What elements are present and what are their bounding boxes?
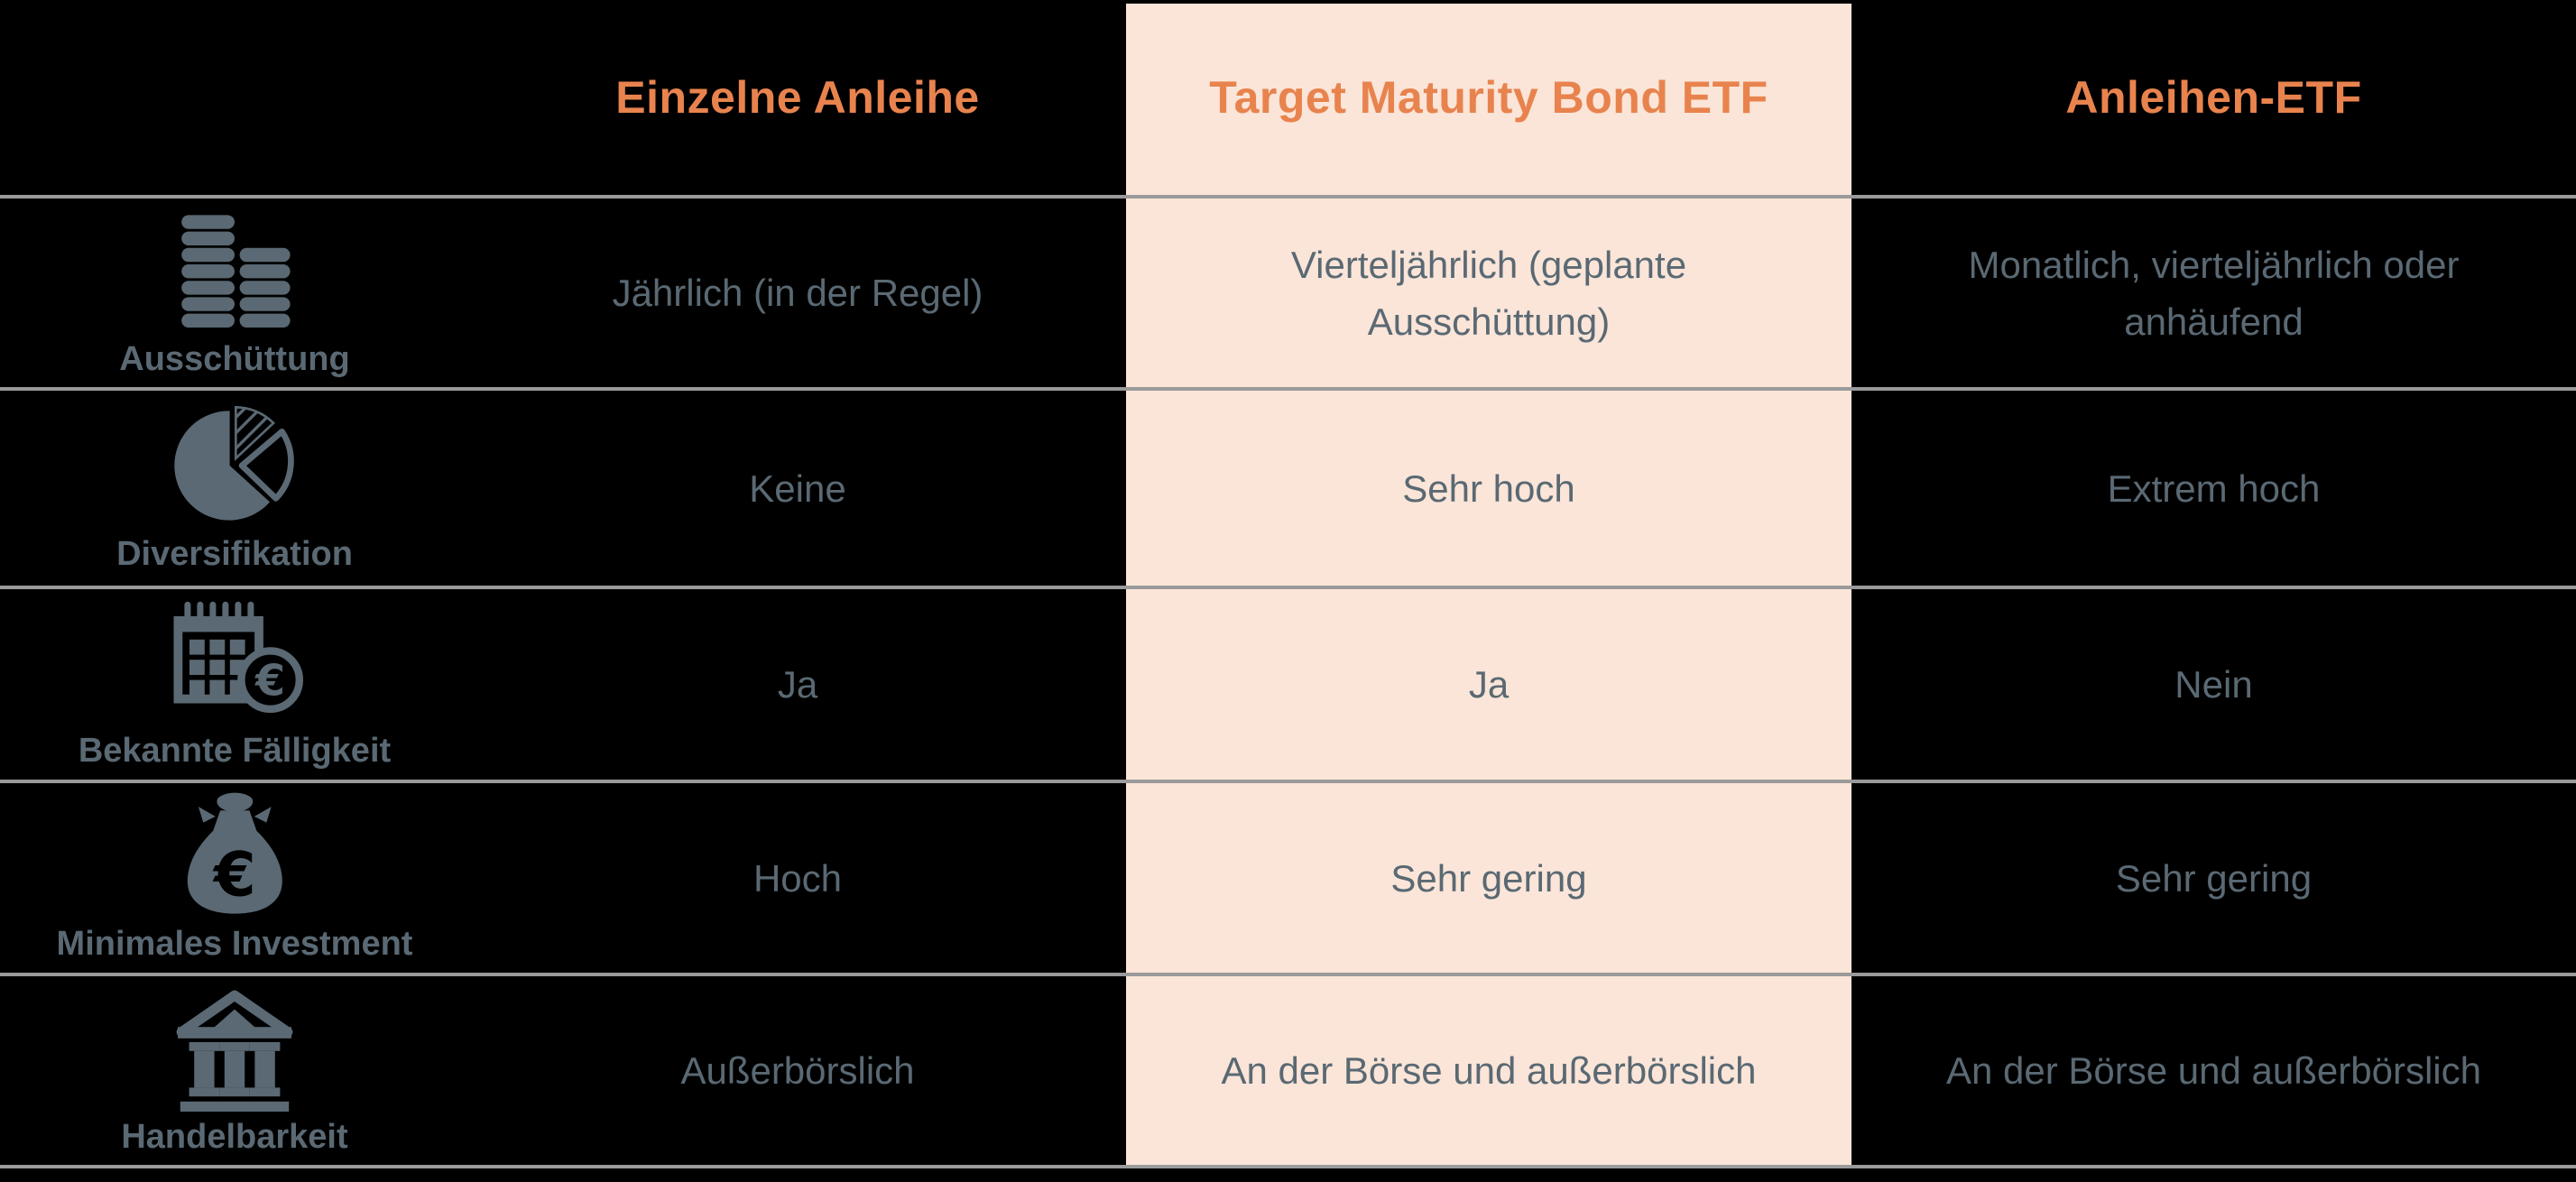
cell-einzelne-anleihe: Jährlich (in der Regel) xyxy=(612,272,983,314)
row-label: Bekannte Fälligkeit xyxy=(78,731,392,770)
cell-einzelne-anleihe: Außerbörslich xyxy=(680,1049,915,1092)
table-body: Ausschüttung Jährlich (in der Regel) Vie… xyxy=(0,199,2576,1168)
money-bag-euro-icon: € xyxy=(174,792,296,919)
svg-text:€: € xyxy=(254,656,285,706)
header-empty-cell xyxy=(0,0,469,195)
cell-einzelne-anleihe: Hoch xyxy=(752,856,843,900)
cell-anleihen-etf: Extrem hoch xyxy=(2107,466,2321,510)
row-label: Ausschüttung xyxy=(119,339,350,378)
row-label: Diversifikation xyxy=(116,535,353,574)
calendar-euro-icon: € xyxy=(164,599,306,725)
table-header-row: Einzelne Anleihe Target Maturity Bond ET… xyxy=(0,0,2576,199)
pie-chart-icon xyxy=(171,402,298,529)
cell-anleihen-etf: Monatlich, vierteljährlich oder anhäufen… xyxy=(1968,243,2460,343)
header-anleihen-etf: Anleihen-ETF xyxy=(2065,72,2362,123)
table-row: € Bekannte Fälligkeit Ja Ja Nein xyxy=(0,589,2576,783)
row-label: Minimales Investment xyxy=(56,925,413,964)
coin-stack-icon xyxy=(171,208,298,334)
cell-target-maturity-bond-etf: An der Börse und außerbörslich xyxy=(1221,1049,1757,1092)
cell-einzelne-anleihe: Ja xyxy=(777,663,818,706)
cell-target-maturity-bond-etf: Sehr hoch xyxy=(1402,466,1575,510)
table-row: Ausschüttung Jährlich (in der Regel) Vie… xyxy=(0,199,2576,391)
cell-anleihen-etf: Sehr gering xyxy=(2115,856,2313,900)
row-label-cell: Handelbarkeit xyxy=(0,976,469,1165)
bank-building-icon xyxy=(171,985,298,1112)
table-row: € Minimales Investment Hoch Sehr gering … xyxy=(0,783,2576,976)
cell-target-maturity-bond-etf: Ja xyxy=(1468,663,1510,706)
cell-target-maturity-bond-etf: Sehr gering xyxy=(1390,856,1587,900)
table-row: Handelbarkeit Außerbörslich An der Börse… xyxy=(0,976,2576,1168)
row-label-cell: € Minimales Investment xyxy=(0,783,469,973)
row-label-cell: € Bekannte Fälligkeit xyxy=(0,589,469,780)
svg-text:€: € xyxy=(212,840,256,910)
row-label-cell: Diversifikation xyxy=(0,391,469,586)
cell-anleihen-etf: Nein xyxy=(2174,663,2253,706)
table-row: Diversifikation Keine Sehr hoch Extrem h… xyxy=(0,391,2576,589)
cell-anleihen-etf: An der Börse und außerbörslich xyxy=(1946,1049,2481,1092)
header-target-maturity-bond-etf: Target Maturity Bond ETF xyxy=(1209,72,1768,123)
cell-target-maturity-bond-etf: Vierteljährlich (geplante Ausschüttung) xyxy=(1290,243,1687,343)
row-label-cell: Ausschüttung xyxy=(0,199,469,387)
header-einzelne-anleihe: Einzelne Anleihe xyxy=(615,72,980,123)
cell-einzelne-anleihe: Keine xyxy=(749,466,846,510)
row-label: Handelbarkeit xyxy=(121,1117,348,1156)
